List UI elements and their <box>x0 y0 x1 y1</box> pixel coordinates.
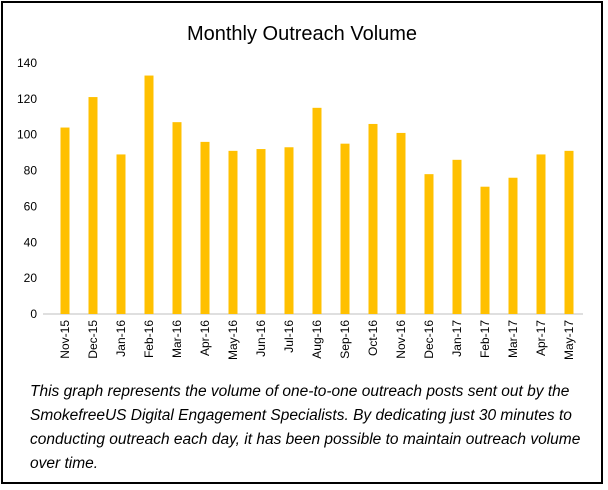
x-tick-label: Aug-16 <box>310 320 324 359</box>
x-tick-label: Feb-16 <box>142 320 156 358</box>
y-tick-label: 120 <box>17 92 37 106</box>
x-tick-label: Jan-16 <box>114 320 128 357</box>
x-tick-label: Mar-17 <box>506 320 520 358</box>
x-tick-label: Nov-16 <box>394 320 408 359</box>
bar <box>228 150 238 314</box>
bar <box>396 132 406 314</box>
y-tick-label: 0 <box>30 307 37 321</box>
x-tick-label: Dec-15 <box>86 320 100 359</box>
bar <box>508 177 518 314</box>
x-tick-label: Sep-16 <box>338 320 352 359</box>
x-tick-label: Apr-16 <box>198 320 212 356</box>
bar <box>368 123 378 314</box>
x-tick-label: Nov-15 <box>58 320 72 359</box>
x-tick-label: Jan-17 <box>450 320 464 357</box>
x-tick-label: May-16 <box>226 320 240 360</box>
bar <box>60 127 70 315</box>
x-tick-label: Feb-17 <box>478 320 492 358</box>
x-tick-label: Dec-16 <box>422 320 436 359</box>
bar <box>88 97 98 314</box>
bar <box>256 149 266 314</box>
bar <box>480 186 490 314</box>
bar <box>312 107 322 314</box>
y-tick-label: 60 <box>24 199 38 213</box>
x-tick-label: Apr-17 <box>534 320 548 356</box>
bar <box>536 154 546 314</box>
y-tick-label: 80 <box>24 164 38 178</box>
bar <box>144 75 154 314</box>
bar <box>424 174 434 314</box>
y-tick-label: 40 <box>24 235 38 249</box>
chart-caption: This graph represents the volume of one-… <box>30 383 581 472</box>
bar <box>452 159 462 314</box>
x-tick-label: Oct-16 <box>366 320 380 356</box>
chart-frame: Monthly Outreach Volume 0 20 40 60 80 100 120 1… <box>1 1 603 484</box>
bar <box>200 141 210 314</box>
x-tick-label: Jul-16 <box>282 320 296 353</box>
bar <box>340 143 350 314</box>
bar-chart: 0 20 40 60 80 100 120 140 Nov-15 Dec-15 Jan-16 Feb-… <box>17 56 583 360</box>
chart-title: Monthly Outreach Volume <box>186 23 418 45</box>
x-tick-label: Mar-16 <box>170 320 184 358</box>
y-tick-label: 20 <box>24 271 38 285</box>
x-tick-label: Jun-16 <box>254 320 268 357</box>
y-tick-label: 140 <box>17 56 37 70</box>
bar <box>284 147 294 314</box>
bar <box>564 150 574 314</box>
y-tick-label: 100 <box>17 128 37 142</box>
x-tick-label: May-17 <box>562 320 576 360</box>
bar <box>116 154 126 314</box>
bar <box>172 122 182 315</box>
